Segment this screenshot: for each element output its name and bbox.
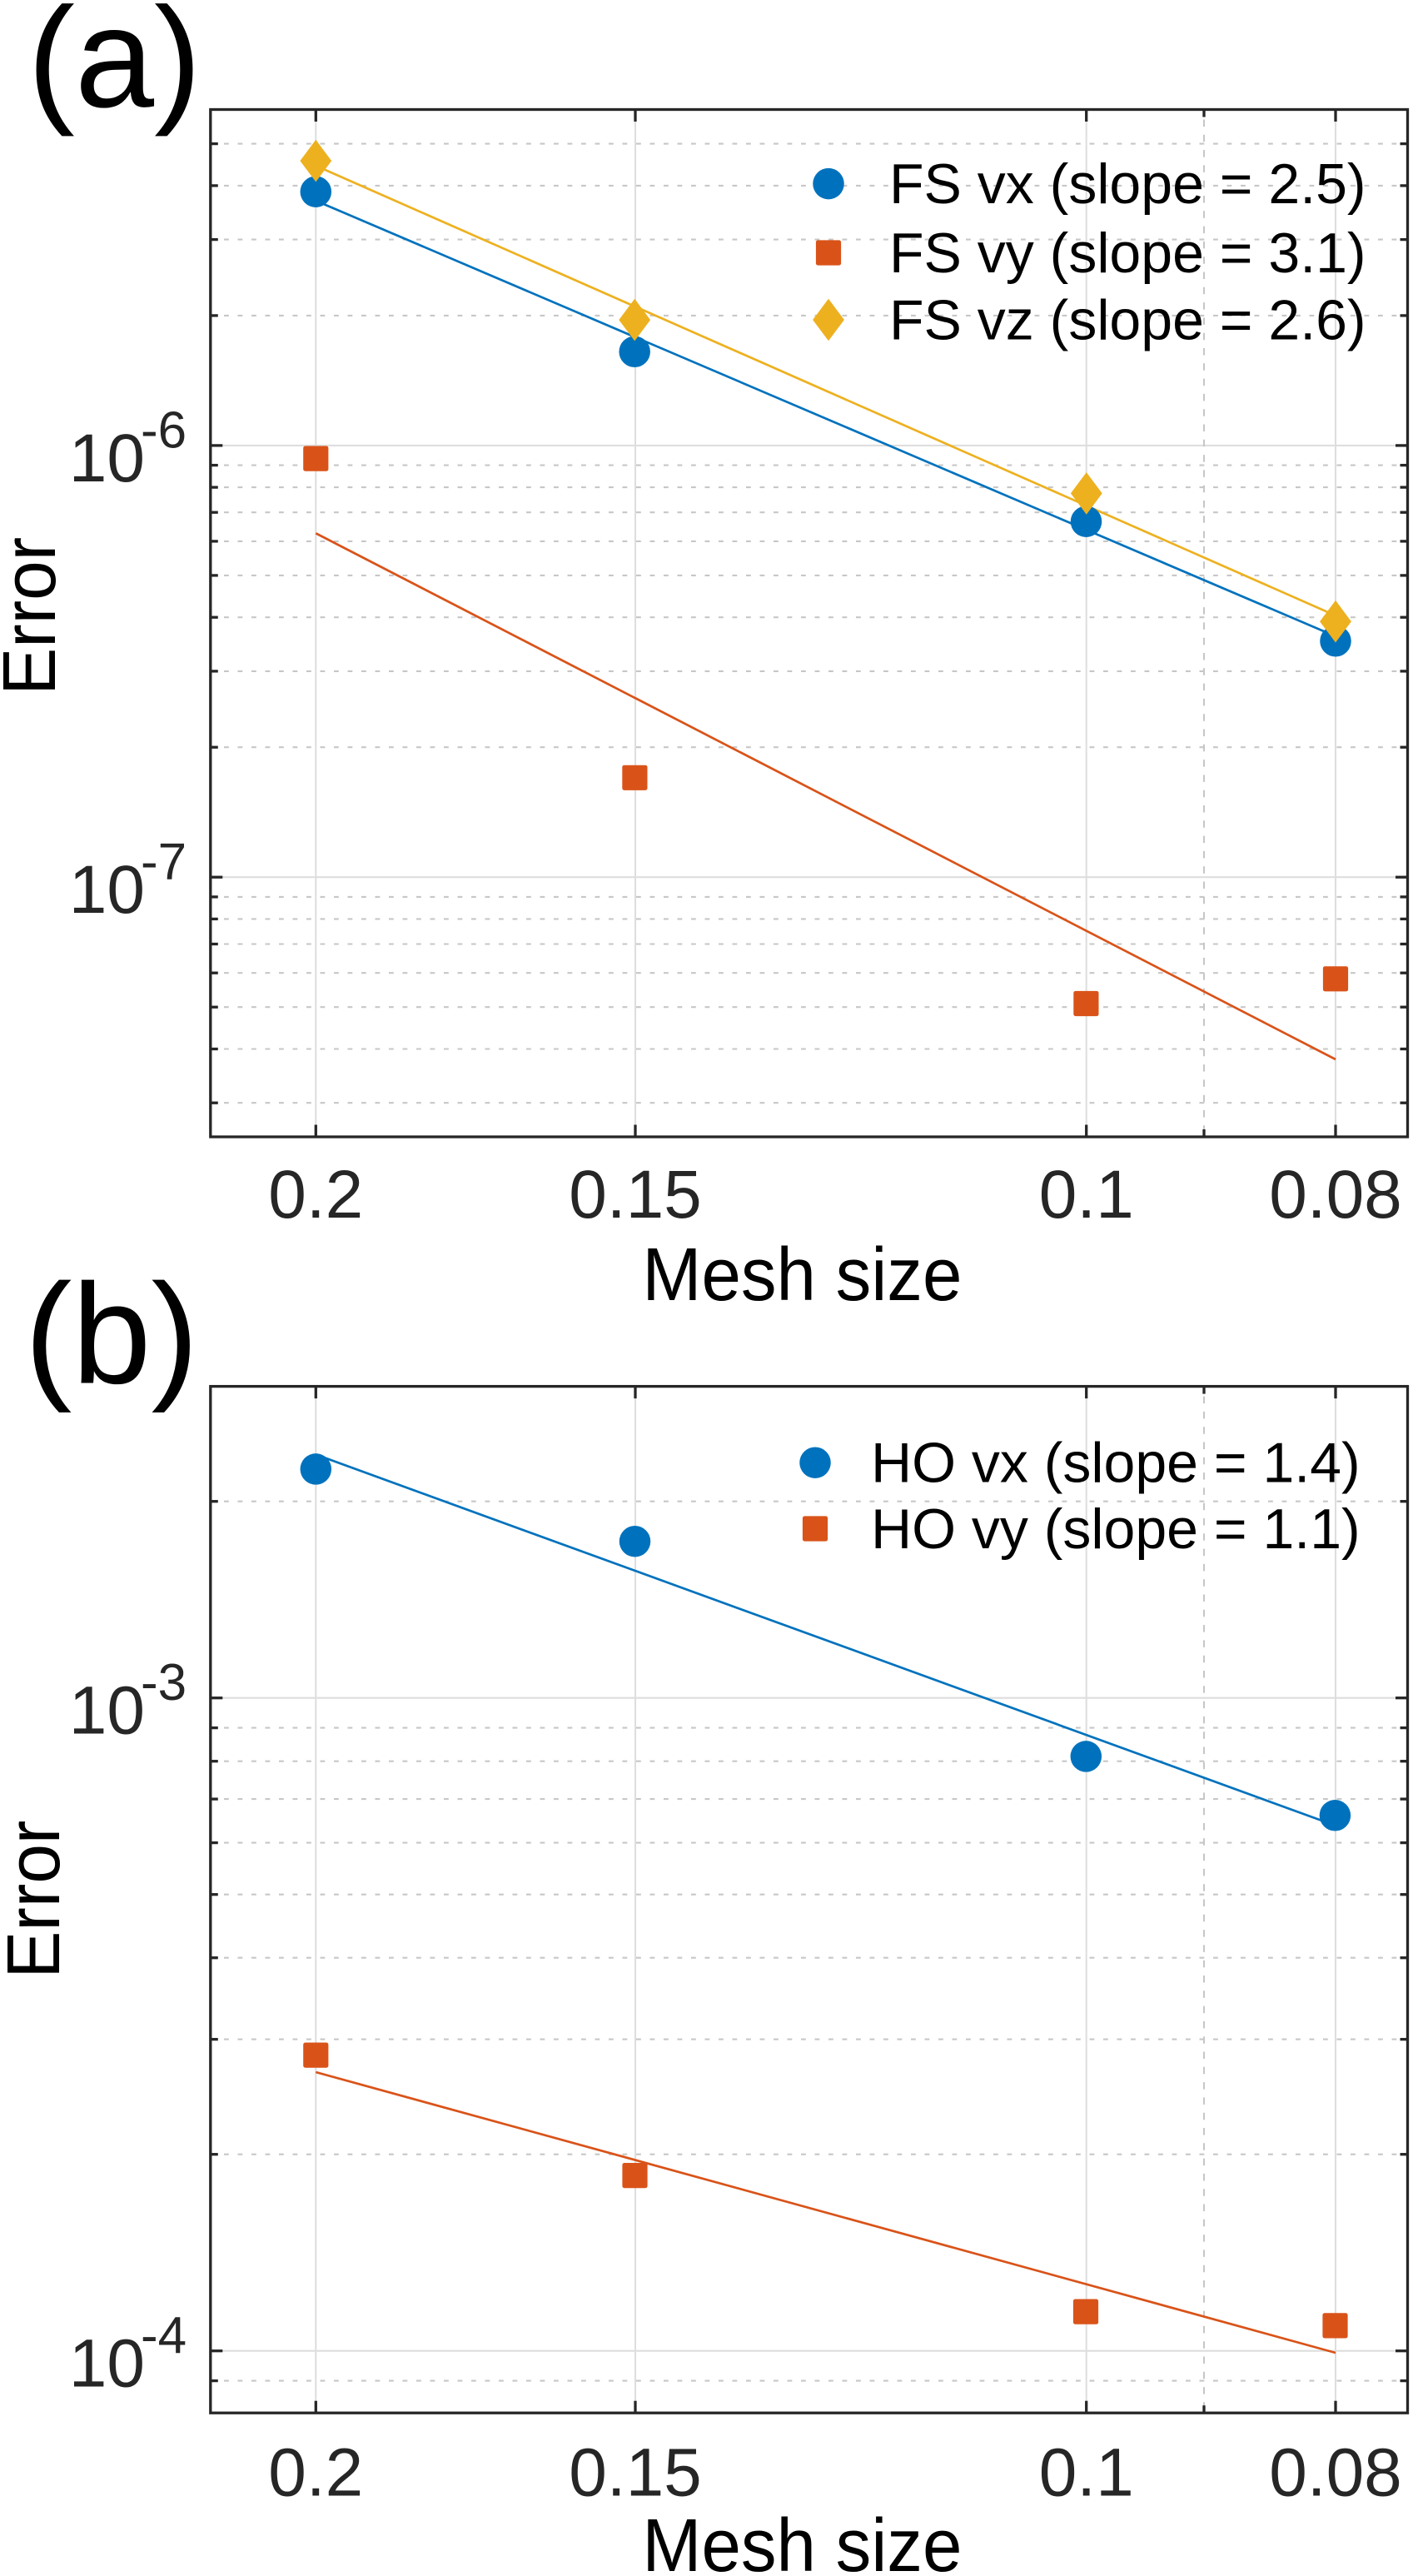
svg-text:-6: -6	[141, 401, 187, 459]
svg-text:0.15: 0.15	[569, 1157, 702, 1233]
svg-text:FS vx (slope = 2.5): FS vx (slope = 2.5)	[889, 152, 1366, 216]
svg-text:0.2: 0.2	[268, 2435, 363, 2511]
svg-text:Mesh size: Mesh size	[642, 1233, 962, 1317]
svg-text:10: 10	[69, 1673, 145, 1749]
svg-text:0.15: 0.15	[569, 2435, 702, 2511]
svg-text:-3: -3	[141, 1654, 187, 1712]
svg-text:0.08: 0.08	[1269, 1157, 1402, 1233]
svg-text:-7: -7	[141, 834, 187, 891]
svg-text:0.1: 0.1	[1039, 2435, 1134, 2511]
svg-text:Error: Error	[0, 537, 72, 695]
svg-text:0.2: 0.2	[268, 1157, 363, 1233]
svg-text:Error: Error	[0, 1821, 76, 1979]
svg-text:0.1: 0.1	[1039, 1157, 1134, 1233]
svg-text:10: 10	[69, 421, 145, 496]
svg-text:-4: -4	[141, 2307, 187, 2364]
svg-text:0.08: 0.08	[1269, 2435, 1402, 2511]
svg-text:(a): (a)	[27, 0, 202, 137]
svg-text:FS vy (slope = 3.1): FS vy (slope = 3.1)	[889, 222, 1366, 285]
svg-text:HO vy (slope = 1.1): HO vy (slope = 1.1)	[871, 1497, 1361, 1561]
svg-text:HO vx (slope = 1.4): HO vx (slope = 1.4)	[871, 1432, 1361, 1495]
svg-text:10: 10	[69, 2326, 145, 2402]
svg-text:10: 10	[69, 852, 145, 928]
svg-text:FS vz (slope = 2.6): FS vz (slope = 2.6)	[889, 289, 1366, 352]
svg-text:(b): (b)	[25, 1255, 199, 1414]
svg-text:Mesh size: Mesh size	[642, 2504, 962, 2576]
